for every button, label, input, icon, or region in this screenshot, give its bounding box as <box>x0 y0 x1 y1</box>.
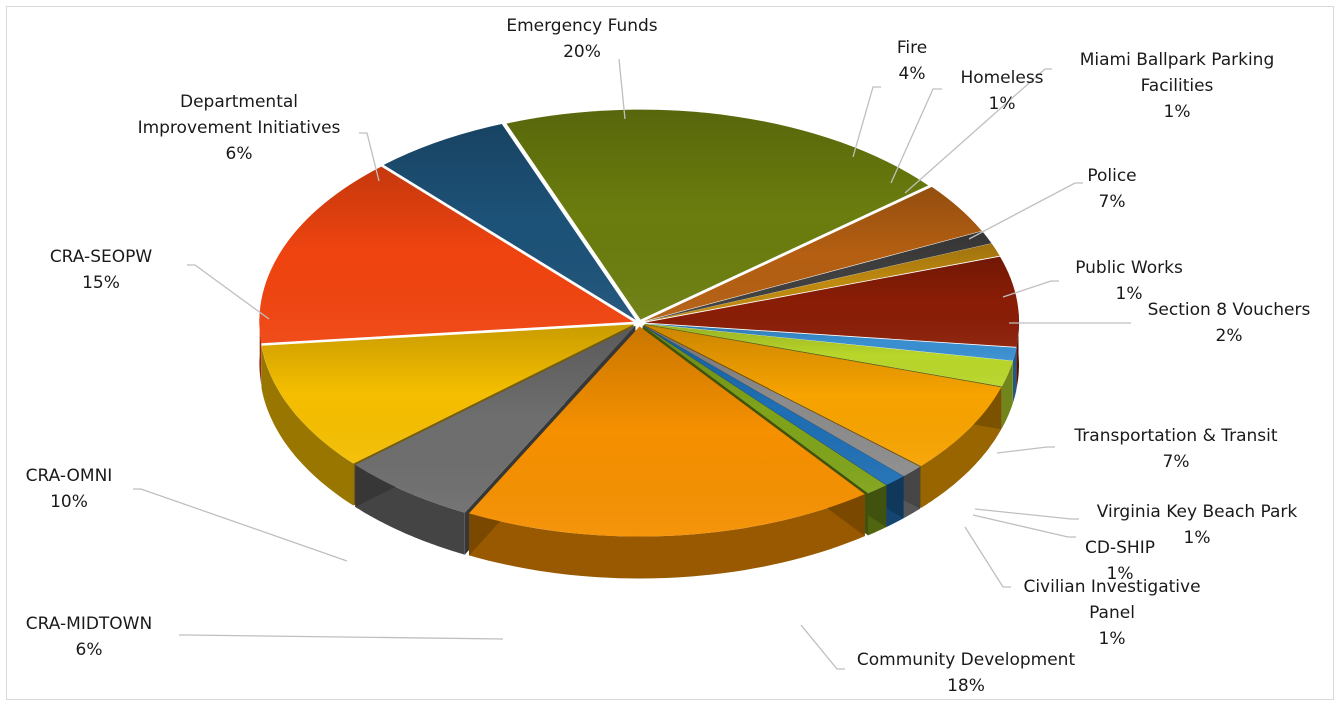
data-label-value: 15% <box>82 273 120 293</box>
leader-line-12 <box>179 634 504 640</box>
data-label-name: Community Development <box>857 650 1076 670</box>
data-labels: Emergency Funds 20% Fire 4% Homeless 1%Miami … <box>26 16 1311 696</box>
leader-line-3 <box>904 68 1052 194</box>
data-label-value: 1% <box>1107 564 1134 584</box>
data-label-value: 1% <box>989 94 1016 114</box>
data-label-name: CD-SHIP <box>1085 538 1155 558</box>
data-label-value: 7% <box>1099 192 1126 212</box>
slice-shading-8 <box>643 325 921 477</box>
data-label-value: 10% <box>50 492 88 512</box>
pie-tops <box>259 109 1019 537</box>
data-label-cra-omni: CRA-OMNI 10% <box>26 466 113 512</box>
slice-side-14 <box>259 313 262 386</box>
leader-line-8 <box>974 508 1079 520</box>
data-label-transportation-transit: Transportation & Transit 7% <box>1073 426 1277 472</box>
data-label-public-works: Public Works 1% <box>1075 258 1183 304</box>
slice-shading-11 <box>469 326 865 537</box>
data-label-name: CRA-SEOPW <box>50 247 153 267</box>
leader-line-13 <box>133 488 348 562</box>
data-label-value: 1% <box>1099 629 1126 649</box>
leader-line-15 <box>359 132 380 182</box>
pie-chart: Emergency Funds 20% Fire 4% Homeless 1%Miami … <box>26 16 1311 696</box>
data-label-cd-ship: CD-SHIP 1% <box>1085 538 1155 584</box>
chart-frame: Emergency Funds 20% Fire 4% Homeless 1% Miami … <box>6 6 1334 700</box>
leader-line-4 <box>968 182 1083 240</box>
slice-shading-15 <box>383 124 636 321</box>
data-label-value: 2% <box>1216 326 1243 346</box>
slice-shading-6 <box>644 323 1013 387</box>
slice-shading-0 <box>506 109 929 320</box>
slice-shading-13 <box>261 324 634 464</box>
data-label-name: Improvement Initiatives <box>138 118 341 138</box>
slice-side-6 <box>1001 361 1013 429</box>
data-label-cra-midtown: CRA-MIDTOWN 6% <box>26 614 152 660</box>
data-label-section-8-vouchers: Section 8 Vouchers 2% <box>1148 300 1311 346</box>
data-label-fire: Fire 4% <box>897 38 927 84</box>
data-label-name: Public Works <box>1075 258 1183 278</box>
leader-line-10 <box>964 526 1011 588</box>
data-label-name: CRA-OMNI <box>26 466 113 486</box>
data-label-police: Police 7% <box>1087 166 1136 212</box>
data-label-cra-seopw: CRA-SEOPW 15% <box>50 247 153 293</box>
data-label-value: 7% <box>1163 452 1190 472</box>
data-label-emergency-funds: Emergency Funds 20% <box>506 16 657 62</box>
slice-side-13 <box>261 345 354 506</box>
leader-line-14 <box>187 264 270 320</box>
data-label-homeless: Homeless 1% <box>960 68 1043 114</box>
data-label-name: Emergency Funds <box>506 16 657 36</box>
leader-line-2 <box>890 88 942 184</box>
data-label-value: 4% <box>899 64 926 84</box>
data-label-name: Miami Ballpark Parking <box>1080 50 1275 70</box>
data-label-value: 20% <box>563 42 601 62</box>
data-label-value: 1% <box>1184 528 1211 548</box>
data-label-name: Police <box>1087 166 1136 186</box>
slice-shading-9 <box>643 325 904 485</box>
data-label-name: Facilities <box>1141 76 1214 96</box>
leader-line-1 <box>852 86 881 158</box>
data-label-value: 18% <box>947 676 985 696</box>
leader-line-7 <box>996 446 1055 454</box>
data-label-value: 6% <box>226 144 253 164</box>
data-label-virginia-key-beach-park: Virginia Key Beach Park 1% <box>1097 502 1298 548</box>
slice-shading-4 <box>644 256 1019 347</box>
data-label-community-development: Community Development 18% <box>857 650 1076 696</box>
data-label-value: 1% <box>1116 284 1143 304</box>
data-label-name: Homeless <box>960 68 1043 88</box>
data-label-name: Transportation & Transit <box>1073 426 1277 446</box>
data-label-miami-ballpark-parking-facilities: Miami Ballpark Parking Facilities 1% <box>1080 50 1275 122</box>
leader-line-0 <box>618 58 626 120</box>
slice-shading-10 <box>642 325 887 494</box>
slice-shading-7 <box>644 324 1002 466</box>
slice-side-5 <box>1013 347 1017 403</box>
data-label-value: 6% <box>76 640 103 660</box>
slice-shading-5 <box>644 323 1017 361</box>
data-label-name: Panel <box>1089 603 1135 623</box>
slice-shading-1 <box>644 186 982 322</box>
data-label-value: 1% <box>1164 102 1191 122</box>
data-label-name: Departmental <box>180 92 298 112</box>
slice-shading-12 <box>355 325 636 513</box>
slice-side-11 <box>469 494 865 579</box>
slice-shading-14 <box>259 166 634 344</box>
leader-lines <box>133 58 1131 670</box>
slice-side-4 <box>1016 312 1019 389</box>
data-label-name: Section 8 Vouchers <box>1148 300 1311 320</box>
leader-line-5 <box>1002 280 1059 298</box>
data-label-name: Fire <box>897 38 927 58</box>
data-label-name: Civilian Investigative <box>1023 577 1200 597</box>
slice-shading-2 <box>644 231 992 322</box>
data-label-name: CRA-MIDTOWN <box>26 614 152 634</box>
data-label-name: Virginia Key Beach Park <box>1097 502 1298 522</box>
leader-line-9 <box>972 514 1076 538</box>
data-label-departmental-improvement-initiatives: Departmental Improvement Initiatives 6% <box>138 92 341 164</box>
slice-shading-3 <box>644 243 1000 322</box>
data-label-civilian-investigative-panel: Civilian Investigative Panel 1% <box>1023 577 1200 649</box>
leader-line-11 <box>800 624 845 670</box>
